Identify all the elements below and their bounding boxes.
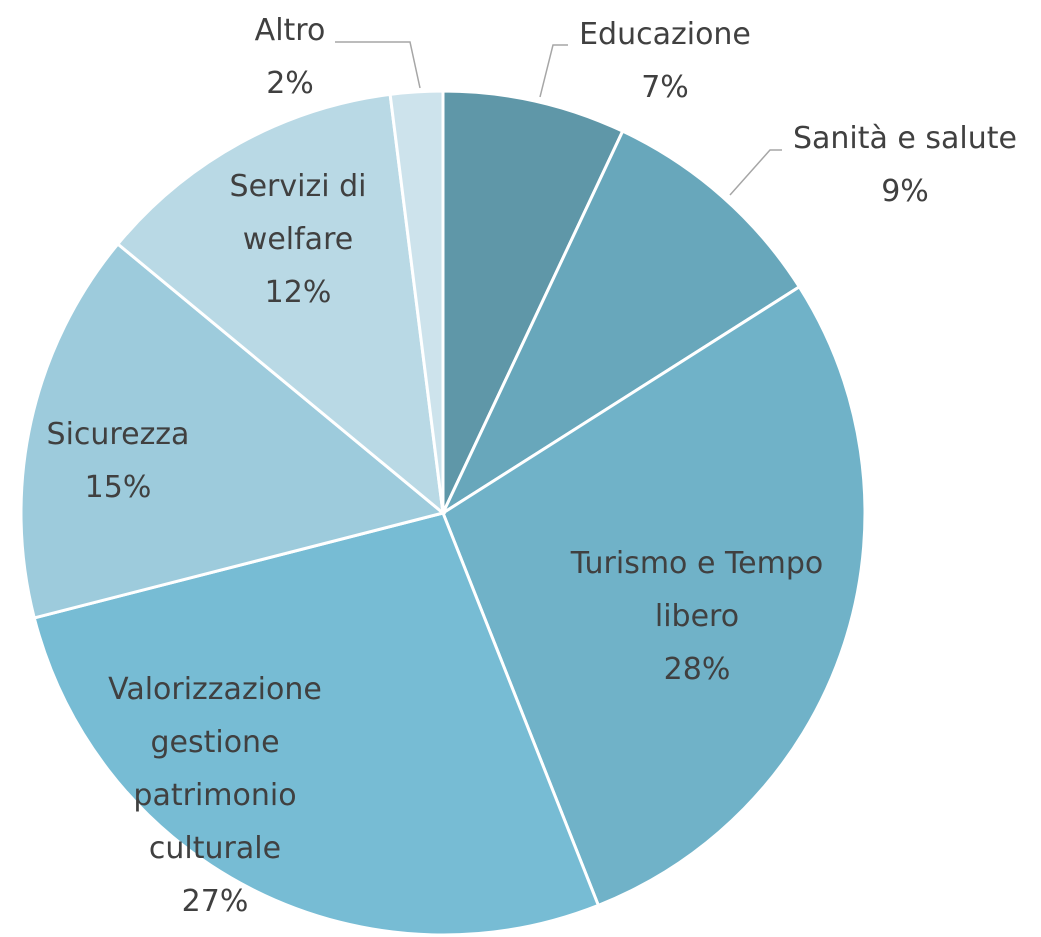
- category-label: Turismo e Tempo libero: [570, 546, 824, 634]
- value-label: 9%: [881, 174, 929, 209]
- value-label: 28%: [663, 652, 731, 687]
- category-label: Altro: [254, 13, 326, 48]
- slice-label: Sicurezza 15%: [18, 408, 218, 514]
- slice-label: Altro 2%: [230, 4, 350, 110]
- value-label: 7%: [641, 70, 689, 105]
- leader-line: [729, 149, 782, 196]
- pie-slice: [19, 241, 447, 620]
- pie-slice: [115, 92, 445, 517]
- slice-label: Servizi di welfare 12%: [188, 160, 408, 319]
- pie-slice: [388, 89, 445, 514]
- category-label: Servizi di welfare: [229, 169, 367, 257]
- category-label: Valorizzazione gestione patrimonio cultu…: [108, 672, 322, 866]
- slice-label: Valorizzazione gestione patrimonio cultu…: [65, 663, 365, 928]
- pie-slice: [441, 284, 867, 908]
- value-label: 15%: [84, 470, 152, 505]
- category-label: Educazione: [579, 17, 751, 52]
- value-label: 27%: [181, 884, 249, 919]
- value-label: 12%: [264, 275, 332, 310]
- slice-label: Turismo e Tempo libero 28%: [537, 537, 857, 696]
- slice-label: Educazione 7%: [535, 8, 795, 114]
- pie-slice: [32, 511, 601, 937]
- leader-line: [335, 41, 421, 89]
- category-label: Sicurezza: [46, 417, 190, 452]
- leader-line: [539, 44, 568, 98]
- slices: [19, 89, 867, 937]
- slice-label: Sanità e salute 9%: [765, 112, 1041, 218]
- category-label: Sanità e salute: [792, 121, 1018, 156]
- value-label: 2%: [266, 66, 314, 101]
- pie-slice: [439, 129, 802, 518]
- pie-slice: [441, 89, 625, 514]
